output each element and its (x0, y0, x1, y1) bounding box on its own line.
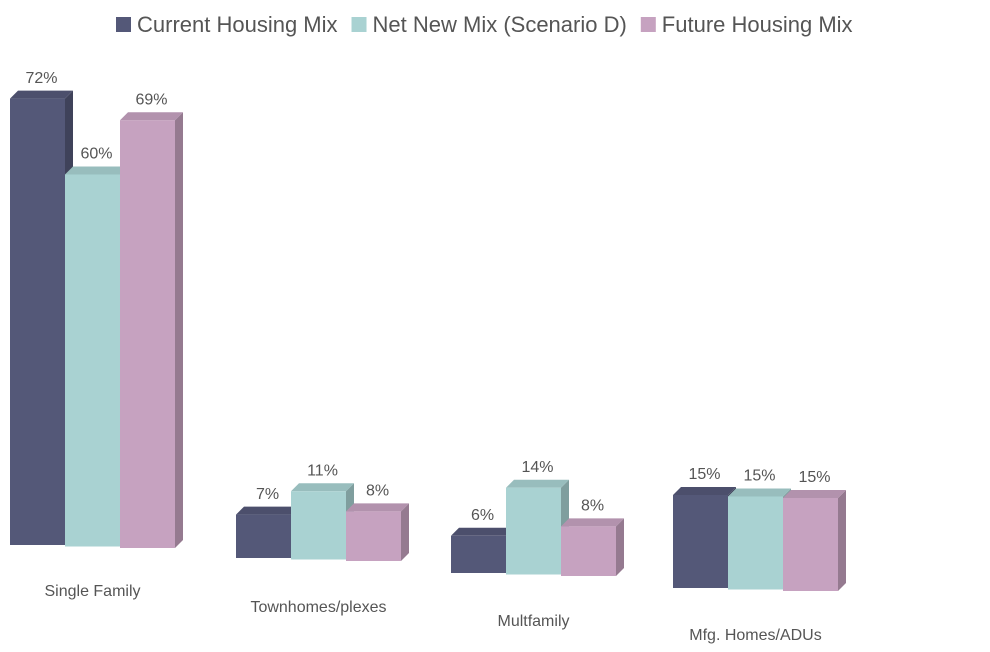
value-label: 60% (80, 146, 112, 163)
bar (346, 511, 401, 561)
bar (451, 535, 506, 573)
legend-swatch (351, 17, 367, 32)
bar (65, 174, 120, 547)
bar-top (10, 90, 73, 99)
bar (120, 120, 175, 548)
legend-label: Future Housing Mix (662, 12, 853, 37)
bar (783, 498, 838, 591)
bar-top (120, 112, 183, 121)
bar-side (838, 490, 846, 591)
bar (728, 496, 783, 590)
bar (236, 514, 291, 558)
bar-side (401, 503, 409, 561)
category-label: Single Family (44, 583, 140, 600)
bar-top (346, 503, 409, 512)
legend-label: Current Housing Mix (137, 12, 338, 37)
bar-top (561, 518, 624, 527)
bar (673, 495, 728, 588)
value-label: 7% (256, 486, 279, 503)
bar-side (616, 518, 624, 576)
category-label: Mfg. Homes/ADUs (689, 627, 821, 644)
value-label: 6% (471, 507, 494, 524)
value-label: 15% (743, 468, 775, 485)
bar (291, 491, 346, 560)
value-label: 69% (135, 91, 167, 108)
value-label: 72% (25, 70, 57, 87)
bar-top (451, 527, 514, 536)
bar-top (673, 487, 736, 495)
bar-top (506, 479, 569, 488)
bar-top (236, 506, 299, 515)
bar (10, 98, 65, 545)
value-label: 15% (798, 469, 830, 486)
category-label: Townhomes/plexes (250, 599, 386, 616)
legend-label: Net New Mix (Scenario D) (373, 12, 627, 37)
bar-top (728, 488, 791, 497)
bar-top (65, 166, 128, 175)
value-label: 11% (307, 463, 338, 480)
value-label: 15% (688, 466, 720, 483)
value-label: 8% (366, 483, 389, 500)
bar-top (783, 490, 846, 498)
legend-swatch (640, 17, 656, 32)
category-label: Multfamily (497, 613, 569, 630)
legend-swatch (116, 17, 131, 32)
bar-top (291, 483, 354, 492)
value-label: 8% (581, 498, 604, 515)
value-label: 14% (521, 459, 553, 476)
bar (506, 487, 561, 575)
bar (561, 526, 616, 576)
bar-side (175, 112, 183, 548)
